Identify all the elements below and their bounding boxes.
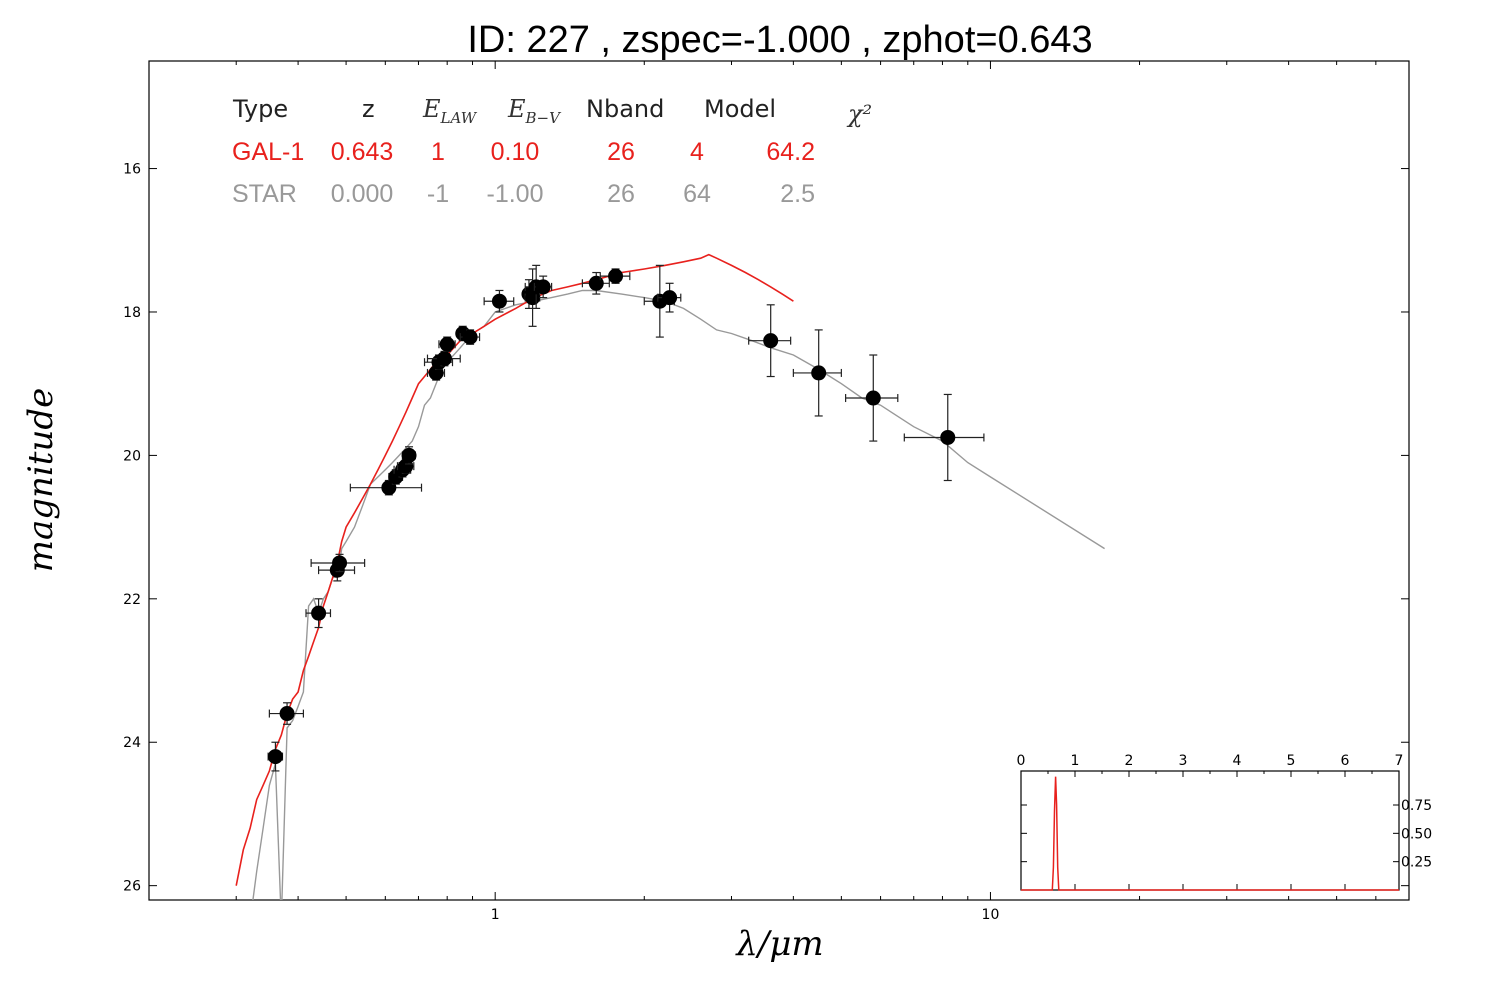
photometry-point	[903, 393, 985, 482]
chart-title: ID: 227 , zspec=-1.000 , zphot=0.643	[467, 19, 1092, 61]
plot-border	[148, 60, 1410, 901]
photometry-point	[459, 329, 481, 345]
galaxy-model-line	[235, 253, 794, 886]
photometry-point	[438, 336, 456, 353]
table-cell: 4	[690, 138, 704, 166]
data-marker	[940, 429, 956, 445]
x-axis-label: λ/μm	[734, 924, 823, 964]
table-cell: 1	[431, 138, 445, 166]
table-cell: 0.643	[331, 138, 394, 166]
data-marker	[332, 555, 348, 571]
inset-x-tick-label: 5	[1287, 753, 1296, 769]
data-marker	[401, 447, 417, 463]
table-header-chi2: χ²	[846, 100, 872, 128]
table-cell: 64	[683, 180, 711, 208]
table-cell: -1	[427, 180, 449, 208]
inset-y-axis: 0.25 0.50 0.75	[1021, 798, 1432, 871]
y-tick-label: 22	[123, 592, 141, 608]
table-cell: STAR	[232, 180, 297, 208]
data-marker	[267, 749, 283, 765]
photometry-point	[310, 553, 366, 573]
inset-x-tick-label: 4	[1233, 753, 1242, 769]
photometry-point	[268, 702, 305, 725]
inset-x-tick-label: 0	[1017, 753, 1026, 769]
inset-y-tick-label: 0.75	[1401, 798, 1432, 814]
data-marker	[763, 333, 779, 349]
table-header-elaw: ELAW	[422, 95, 478, 127]
photometry-point	[657, 282, 682, 313]
table-cell: -1.00	[487, 180, 544, 208]
inset-y-tick-label: 0.25	[1401, 855, 1432, 871]
data-marker	[491, 293, 507, 309]
data-marker	[811, 365, 827, 381]
photometry-point	[401, 446, 417, 465]
photometry-point	[267, 741, 284, 772]
table-header-nband: Nband	[586, 95, 664, 123]
y-tick-label: 26	[123, 879, 141, 895]
table-cell: 0.10	[491, 138, 540, 166]
photometry-points	[267, 264, 985, 772]
x-axis: 1 10	[148, 61, 1410, 923]
inset-y-tick-label: 0.50	[1401, 826, 1432, 842]
table-header-model: Model	[704, 95, 776, 123]
x-tick-label: 10	[982, 907, 1000, 923]
inset-x-tick-label: 7	[1395, 753, 1404, 769]
data-marker	[279, 706, 295, 722]
inset-border	[1020, 770, 1400, 891]
data-marker	[462, 329, 478, 345]
table-header-z: z	[362, 95, 375, 123]
y-tick-label: 24	[123, 735, 141, 751]
x-tick-label: 1	[491, 907, 500, 923]
table-cell: 0.000	[331, 180, 394, 208]
fit-results-table: Type z ELAW EB−V Nband Model χ²	[232, 95, 872, 128]
table-cell: GAL-1	[232, 138, 304, 166]
table-cell: 26	[607, 138, 635, 166]
inset-x-tick-label: 2	[1125, 753, 1134, 769]
data-marker	[436, 351, 452, 367]
y-tick-label: 18	[123, 305, 141, 321]
photometry-point	[792, 329, 842, 417]
table-cell: 2.5	[780, 180, 815, 208]
data-marker	[311, 605, 327, 621]
table-header-ebv: EB−V	[507, 95, 562, 127]
data-marker	[535, 279, 551, 295]
inset-x-tick-label: 3	[1179, 753, 1188, 769]
y-tick-label: 16	[123, 162, 141, 178]
model-curves	[235, 253, 1105, 900]
data-marker	[439, 336, 455, 352]
photometry-point	[524, 268, 541, 327]
photometry-point	[533, 275, 553, 299]
y-axis-label: magnitude	[21, 388, 61, 573]
photometry-point	[599, 268, 631, 284]
data-marker	[608, 268, 624, 284]
photometry-point	[349, 479, 423, 496]
inset-x-axis: 0 1 2 3 4 5 6 7	[1017, 753, 1404, 890]
data-marker	[662, 290, 678, 306]
pdz-inset: 0 1 2 3 4 5 6 7 0.25 0.50 0.75	[1017, 753, 1432, 891]
photometry-point	[305, 598, 332, 629]
photometry-point	[845, 354, 899, 442]
photometry-point	[483, 289, 515, 313]
inset-x-tick-label: 6	[1341, 753, 1350, 769]
plot-area	[148, 60, 1410, 901]
table-cell: 64.2	[766, 138, 815, 166]
table-header-type: Type	[232, 95, 288, 123]
data-marker	[588, 275, 604, 291]
fit-results-rows: GAL-1 0.643 1 0.10 26 4 64.2 STAR 0.000 -1 -1.00 26…	[232, 138, 815, 208]
table-cell: 26	[607, 180, 635, 208]
data-marker	[865, 390, 881, 406]
y-tick-label: 20	[123, 448, 141, 464]
star-model-line	[252, 289, 1105, 900]
photometry-point	[748, 304, 792, 378]
inset-x-tick-label: 1	[1071, 753, 1080, 769]
pdz-line	[1021, 776, 1399, 891]
